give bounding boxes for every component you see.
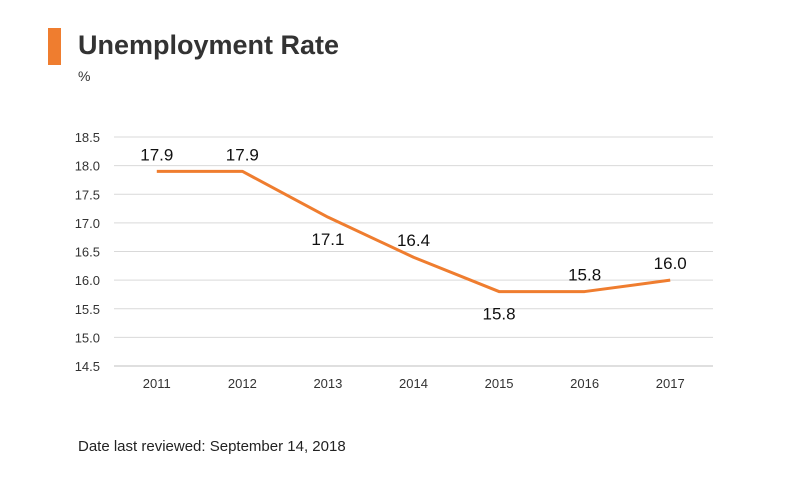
series-line (156, 169, 671, 294)
data-label: 15.8 (483, 305, 516, 324)
x-tick-label: 2013 (313, 376, 342, 391)
x-tick-label: 2015 (485, 376, 514, 391)
series-lines (156, 169, 671, 294)
x-tick-label: 2011 (143, 376, 171, 391)
title-accent-bar (48, 28, 61, 65)
y-axis-ticks: 14.5 15.0 15.5 16.0 16.5 17.0 17.5 18.0 18.5 (75, 130, 100, 374)
x-axis-ticks: 2011 2012 2013 2014 2015 2016 2017 (143, 376, 685, 391)
x-tick-label: 2017 (656, 376, 685, 391)
y-tick-label: 16.0 (75, 273, 100, 288)
x-tick-label: 2014 (399, 376, 428, 391)
y-unit-label: % (78, 68, 91, 84)
x-tick-label: 2012 (228, 376, 257, 391)
chart-title: Unemployment Rate (78, 30, 340, 60)
data-label: 15.8 (568, 266, 601, 285)
data-label: 16.4 (397, 231, 430, 250)
y-tick-label: 15.0 (75, 330, 100, 345)
x-tick-label: 2016 (570, 376, 599, 391)
data-labels: 17.9 17.9 17.1 16.4 15.8 15.8 16.0 (140, 145, 687, 323)
data-label: 17.9 (140, 145, 173, 164)
data-label: 17.9 (226, 145, 259, 164)
gridlines (114, 136, 713, 367)
data-label: 17.1 (311, 230, 344, 249)
y-tick-label: 16.5 (75, 245, 100, 260)
review-date-note: Date last reviewed: September 14, 2018 (78, 438, 346, 455)
y-tick-label: 14.5 (75, 359, 100, 374)
y-tick-label: 18.5 (75, 130, 100, 145)
y-tick-label: 17.5 (75, 187, 100, 202)
y-tick-label: 15.5 (75, 302, 100, 317)
y-tick-label: 17.0 (75, 216, 100, 231)
y-tick-label: 18.0 (75, 159, 100, 174)
data-label: 16.0 (654, 254, 687, 273)
